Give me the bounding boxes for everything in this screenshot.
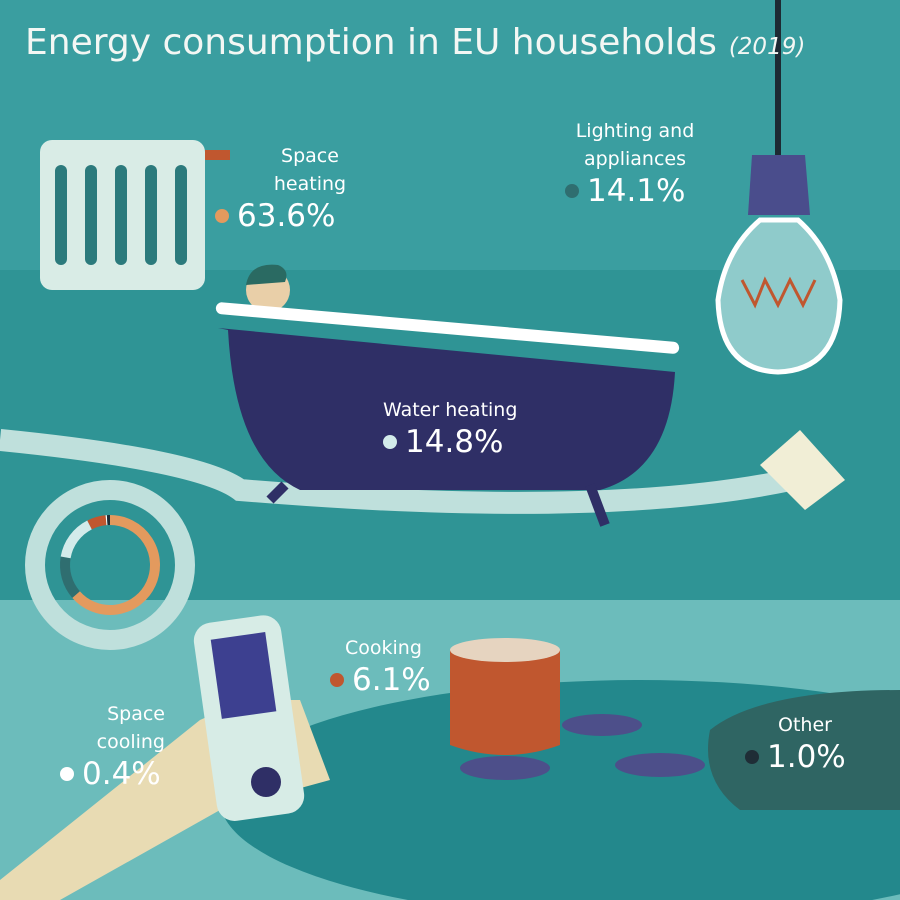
legend-dot xyxy=(565,184,579,198)
legend-dot xyxy=(215,209,229,223)
value-row: 14.8% xyxy=(383,424,553,460)
value-row: 0.4% xyxy=(60,756,180,792)
value-row: 6.1% xyxy=(330,662,450,698)
title-text: Energy consumption in EU households xyxy=(25,22,717,63)
value-label: 63.6% xyxy=(237,198,336,234)
value-row: 63.6% xyxy=(215,198,365,234)
category-label: Space cooling 0.4% xyxy=(60,700,180,792)
other-shape xyxy=(708,690,900,810)
value-row: 1.0% xyxy=(745,739,865,775)
legend-dot xyxy=(60,767,74,781)
value-label: 0.4% xyxy=(82,756,161,792)
category-label: Other 1.0% xyxy=(745,711,865,775)
radiator xyxy=(40,140,230,290)
category-name: Space cooling xyxy=(96,703,165,753)
value-label: 14.8% xyxy=(405,424,504,460)
legend-dot xyxy=(745,750,759,764)
donut-segment xyxy=(60,556,80,598)
bulb xyxy=(715,0,843,375)
category-name: Space heating xyxy=(273,145,347,195)
category-name: Other xyxy=(778,714,832,736)
plug xyxy=(760,430,845,510)
value-label: 6.1% xyxy=(352,662,431,698)
category-label: Cooking 6.1% xyxy=(330,634,450,698)
legend-dot xyxy=(330,673,344,687)
value-row: 14.1% xyxy=(565,173,705,209)
category-name: Lighting and appliances xyxy=(575,120,695,170)
title: Energy consumption in EU households (2019… xyxy=(25,22,805,63)
legend-dot xyxy=(383,435,397,449)
subtitle: (2019) xyxy=(728,34,806,60)
value-label: 1.0% xyxy=(767,739,846,775)
remote xyxy=(0,615,330,900)
stove xyxy=(450,638,705,780)
category-label: Water heating 14.8% xyxy=(383,396,553,460)
category-name: Water heating xyxy=(383,399,518,421)
donut-segment xyxy=(60,520,93,559)
donut-segment xyxy=(72,515,160,615)
donut-segment xyxy=(87,515,107,530)
category-name: Cooking xyxy=(345,637,422,659)
category-label: Space heating 63.6% xyxy=(215,142,365,234)
value-label: 14.1% xyxy=(587,173,686,209)
bathtub xyxy=(215,264,680,527)
category-label: Lighting and appliances 14.1% xyxy=(565,117,705,209)
